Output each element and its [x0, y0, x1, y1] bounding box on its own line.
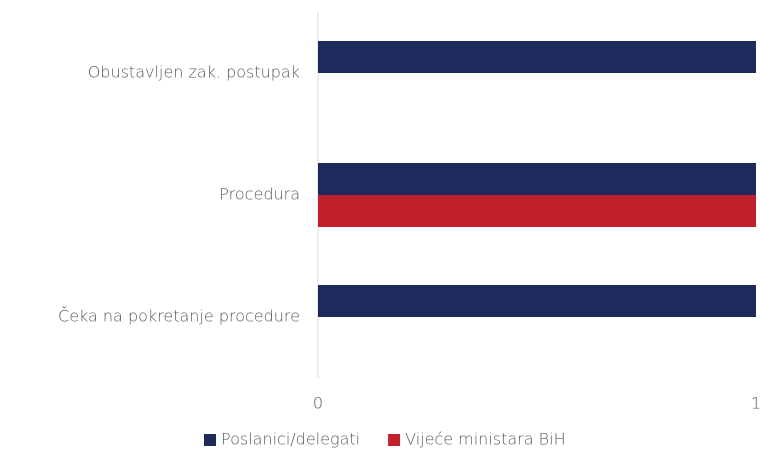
y-tick-label: Čeka na pokretanje procedure: [58, 307, 300, 326]
y-tick-label: Obustavljen zak. postupak: [88, 63, 300, 82]
bar: [318, 195, 756, 227]
legend-label: Poslanici/delegati: [221, 430, 360, 449]
bar: [318, 163, 756, 195]
legend-swatch: [204, 434, 216, 446]
y-tick-label: Procedura: [219, 185, 300, 204]
bar: [318, 285, 756, 317]
bar: [318, 41, 756, 73]
legend-swatch: [388, 434, 401, 446]
legend-label: Vijeće ministara BiH: [405, 430, 566, 449]
x-tick-label: 0: [313, 394, 323, 413]
x-tick-label: 1: [751, 394, 760, 413]
